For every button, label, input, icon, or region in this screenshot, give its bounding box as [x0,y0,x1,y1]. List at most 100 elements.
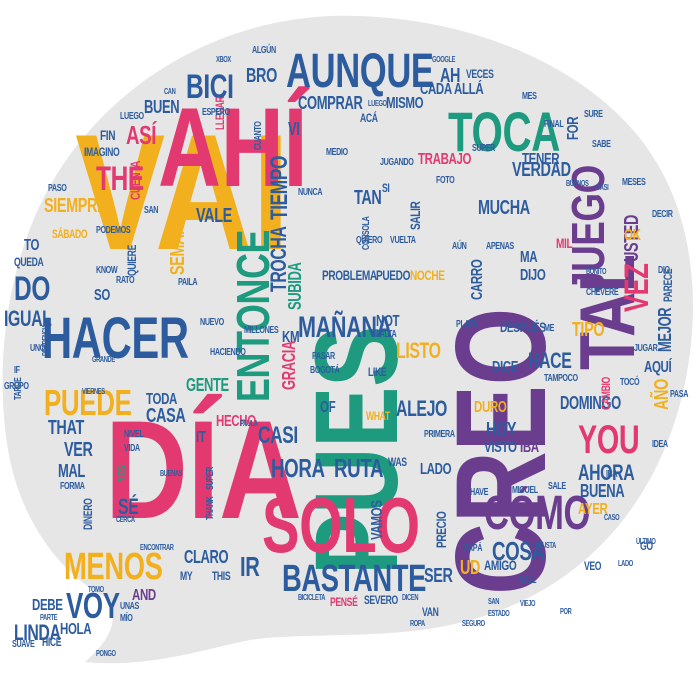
word-viernes: VIERNES [82,387,105,396]
word-ah: AH [440,65,461,87]
word-xbox: XBOX [216,55,231,64]
word-paso: PASO [48,183,67,194]
word-super-2: SUPER [205,466,216,490]
word-me: ME [544,323,555,334]
word-salir: SALIR [407,201,423,230]
word-aunque: AUNQUE [286,45,434,98]
word-of: OF [320,399,336,416]
word-dice: DICE [492,359,519,376]
word-nuevo: NUEVO [200,317,224,328]
word-san-2: SAN [488,597,500,606]
word-ruta: RUTA [334,453,384,483]
word-google: GOOGLE [432,55,456,64]
word-paila: PAILA [178,277,198,288]
word-can: CAN [164,87,176,96]
word-asi: ASÍ [126,120,157,150]
word-pense: PENSÉ [330,595,358,609]
word-buenos: BUENOS [566,179,589,188]
word-have: HAVE [470,487,489,498]
word-vez: VEZ [618,263,656,312]
word-cosa: COSA [492,536,545,566]
word-it: IT [196,429,206,446]
word-cada: CADA [420,81,452,98]
word-uno: UNO [30,343,45,354]
word-to: TO [24,237,40,254]
word-se: SÉ [118,494,139,519]
word-millones: MILLONES [244,325,279,336]
word-problema: PROBLEMA [322,267,377,283]
word-idea: IDEA [652,439,668,450]
word-vuelta: VUELTA [390,235,416,246]
word-hoy: HOY [486,419,517,441]
word-hola: HOLA [60,621,92,638]
word-cuanto: CUANTO [253,121,264,150]
word-jugando: JUGANDO [380,157,414,168]
word-podemos: PODEMOS [96,225,131,236]
word-pasa: PASA [670,389,689,400]
word-ayer: AYER [578,501,608,518]
word-tiempo: TIEMPO [266,155,293,220]
word-cambio: CAMBIO [599,377,613,410]
word-seguro: SEGURO [462,619,485,628]
word-solo: SOLO [262,481,420,569]
word-the: THE [96,160,144,198]
word-for: FOR [565,116,582,140]
word-buenas: BUENAS [160,469,183,478]
word-mes: MES [522,91,537,102]
word-go: GO [640,539,653,553]
word-ahi: AHÍ [158,85,308,210]
word-ropa: ROPA [410,619,425,628]
word-ok: OK [624,227,641,244]
word-what: WHAT [366,409,390,423]
word-puedo: PUEDO [376,267,411,283]
word-ahora: AHORA [578,460,635,485]
word-toco: TOCÓ [620,377,640,388]
word-voy: VOY [66,585,120,626]
word-cuenta: CUENTA [127,160,143,200]
word-veces: VECES [466,67,494,81]
word-thank: THANK [205,496,216,520]
word-cerca: CERCA [116,515,135,524]
word-listo: LISTO [396,338,441,363]
word-like: LIKE [368,365,387,379]
word-grande: GRANDE [92,355,115,364]
word-dijo: DIJO [520,267,546,284]
word-ma: MA [520,249,538,266]
word-despues: DESPUÉS [500,319,546,335]
word-falta: FALTA [376,329,397,340]
word-tipo: TIPO [572,319,605,341]
word-hace: HACE [528,348,572,373]
word-tomo: TOMO [88,585,104,594]
word-fin: FIN [100,127,116,143]
word-dinero: DINERO [81,498,95,530]
word-km: KM [282,329,300,346]
word-amigo: AMIGO [484,557,517,573]
word-nivel: NIVEL [124,429,144,440]
word-espero: ESPERO [202,107,230,118]
word-medio: MEDIO [326,147,348,158]
speech-bubble-outline [2,15,693,664]
word-was: WAS [388,455,407,469]
word-and: AND [132,587,156,604]
word-aca: ACÁ [360,111,378,125]
word-tan: TAN [354,187,382,209]
word-quiere: QUIERE [125,245,139,276]
word-carro: CARRO [469,259,486,300]
word-miguel: MIGUEL [512,485,538,496]
word-this: THIS [212,569,231,583]
word-puede: PUEDE [44,382,132,423]
word-suave: SUAVE [12,639,35,650]
word-lado: LADO [420,461,452,478]
word-pongo: PONGO [96,649,116,658]
word-hacer: HACER [42,306,189,371]
word-alla: ALLÁ [454,81,484,98]
word-precio: PRECIO [433,511,449,548]
word-do: DO [14,270,50,308]
word-si: SI [382,181,390,195]
word-bogota: BOGOTÁ [310,365,340,376]
word-hecho: HECHO [216,413,256,430]
word-verdad: VERDAD [512,159,571,181]
word-sale: SALE [548,481,566,492]
